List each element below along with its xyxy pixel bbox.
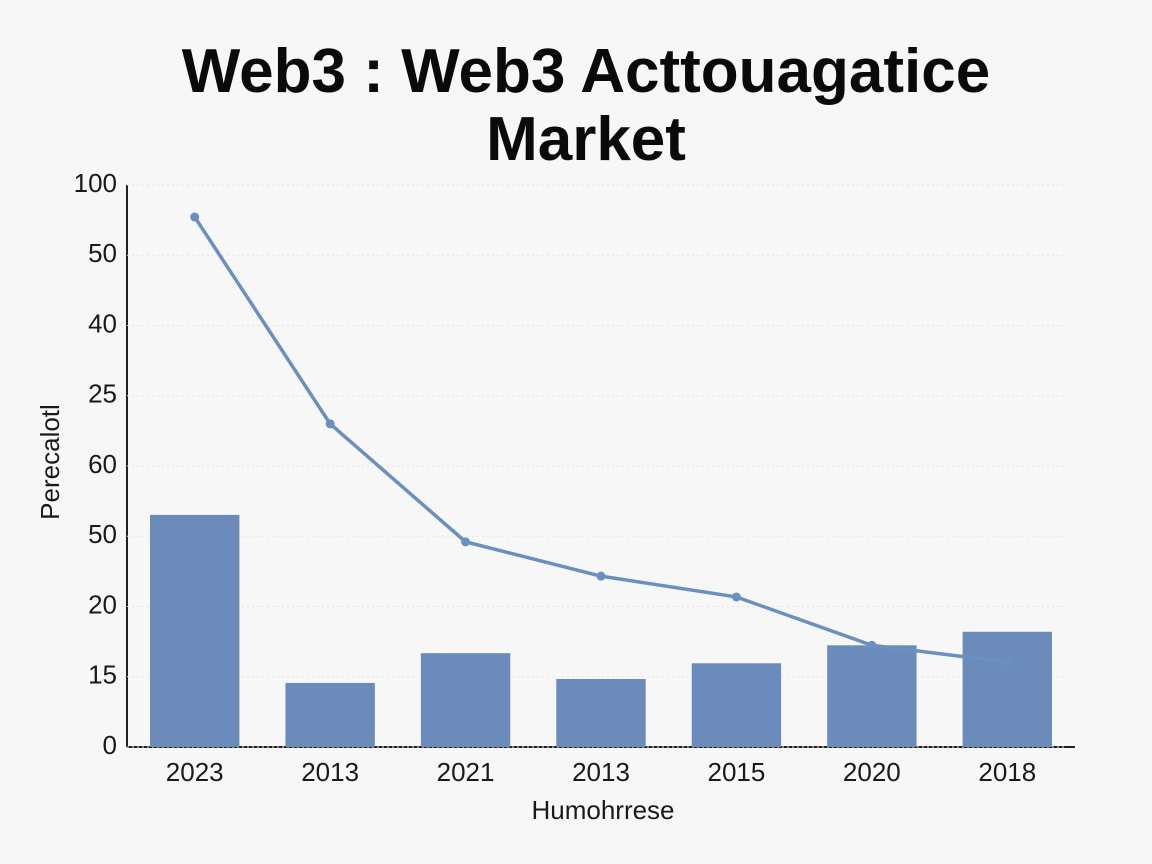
x-tick-label: 2020 <box>843 757 901 787</box>
bar <box>827 645 917 747</box>
x-tick-label: 2023 <box>166 757 224 787</box>
y-tick-label: 40 <box>88 308 117 338</box>
y-tick-label: 0 <box>103 730 117 760</box>
x-tick-label: 2018 <box>978 757 1036 787</box>
bar <box>150 514 240 747</box>
y-tick-label: 20 <box>88 589 117 619</box>
x-tick-label: 2013 <box>572 757 630 787</box>
point <box>190 212 200 222</box>
y-tick-label: 25 <box>88 379 117 409</box>
bar <box>556 678 646 747</box>
chart-title: Web3 : Web3 Acttouagatice Market <box>181 37 991 174</box>
bar <box>285 682 375 747</box>
point <box>596 571 606 581</box>
y-tick-label: 100 <box>74 168 117 198</box>
y-tick-label: 50 <box>88 238 117 268</box>
point <box>461 537 471 547</box>
line <box>193 216 1008 664</box>
point <box>325 419 335 429</box>
point <box>867 640 877 650</box>
bar <box>420 653 511 747</box>
x-tick-label: 2015 <box>708 757 766 787</box>
x-axis-label: Humohrrese <box>531 795 674 825</box>
bar <box>691 663 782 747</box>
x-tick-label: 2013 <box>301 757 359 787</box>
point <box>731 592 741 602</box>
x-tick-label: 2021 <box>437 757 495 787</box>
y-axis-label: Perecalotl <box>35 404 65 520</box>
y-tick-label: 60 <box>88 449 117 479</box>
bar <box>962 631 1052 747</box>
point <box>1002 657 1012 667</box>
y-tick-label: 50 <box>88 519 117 549</box>
y-tick-label: 15 <box>88 660 117 690</box>
